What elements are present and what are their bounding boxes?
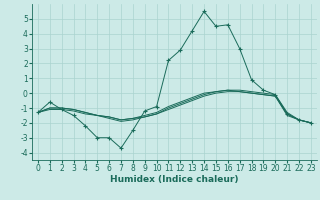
X-axis label: Humidex (Indice chaleur): Humidex (Indice chaleur) (110, 175, 239, 184)
